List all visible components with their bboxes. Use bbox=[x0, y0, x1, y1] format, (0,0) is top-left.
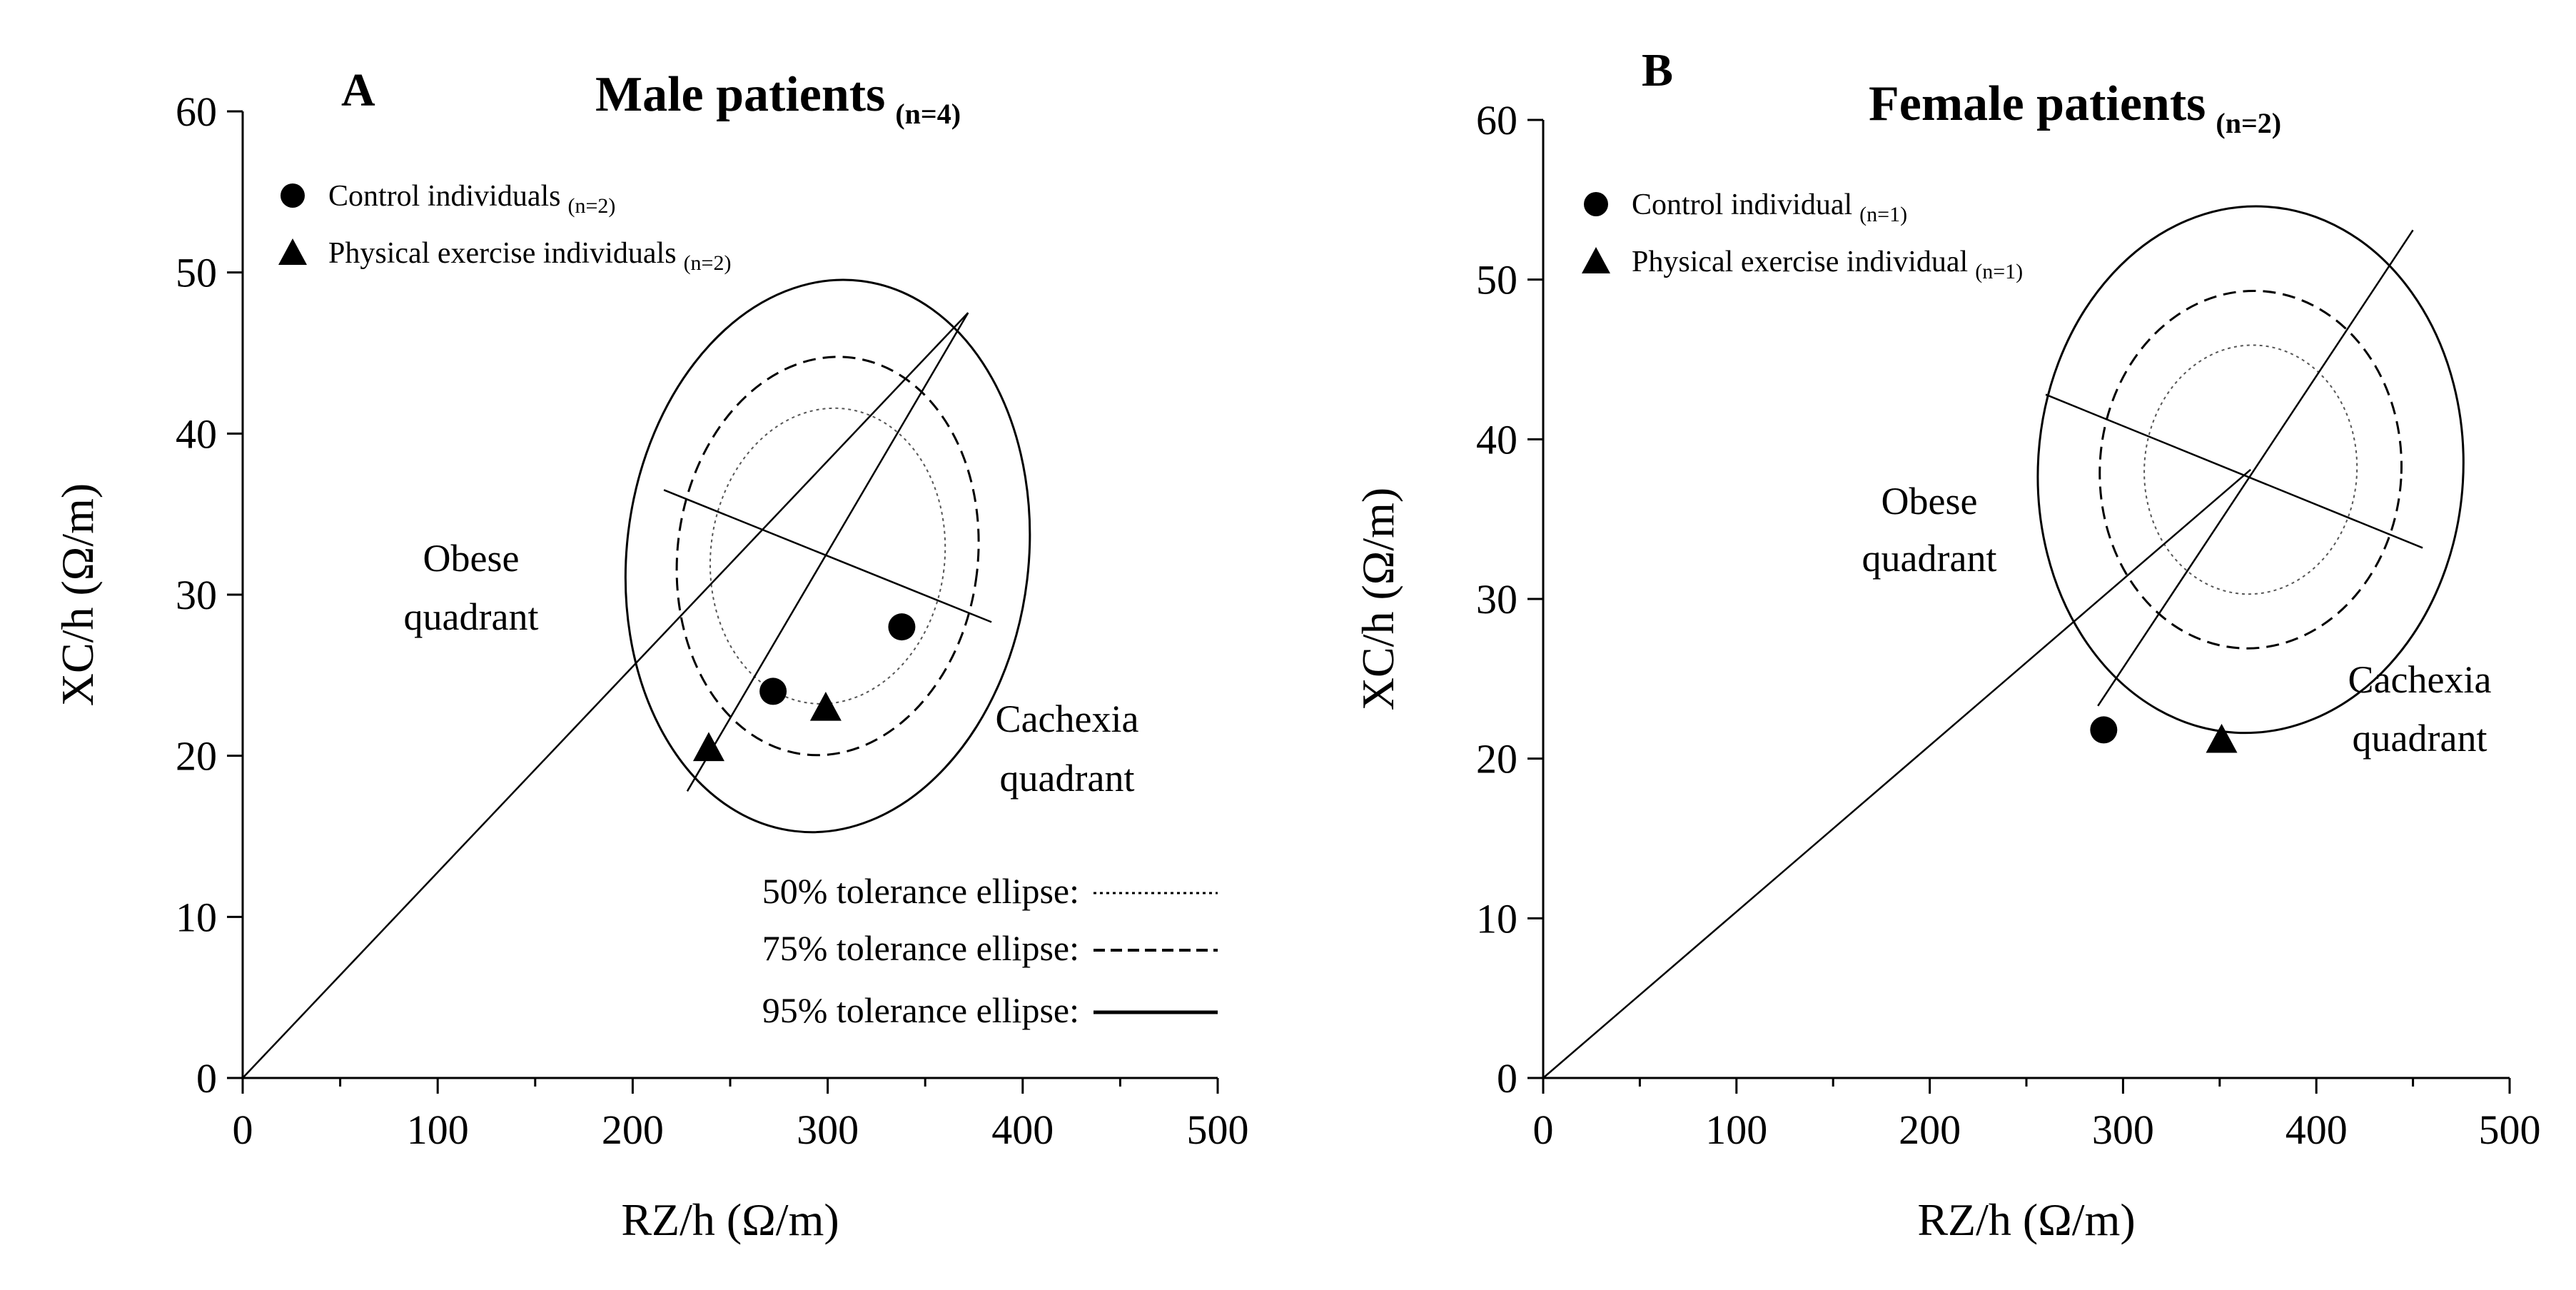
data-point-control bbox=[888, 613, 916, 641]
panel-label: B bbox=[1642, 44, 1673, 96]
y-tick-label: 0 bbox=[196, 1055, 217, 1102]
cachexia-quadrant-label: quadrant bbox=[1000, 757, 1135, 800]
minor-axis bbox=[2045, 393, 2423, 549]
y-tick-label: 0 bbox=[1497, 1055, 1517, 1102]
legend-label: Control individuals (n=2) bbox=[328, 180, 615, 218]
cachexia-quadrant-label: quadrant bbox=[2353, 717, 2487, 760]
y-tick-label: 50 bbox=[1476, 257, 1517, 303]
legend-label: Physical exercise individuals (n=2) bbox=[328, 237, 731, 275]
y-tick-label: 40 bbox=[1476, 416, 1517, 463]
legend-triangle-icon bbox=[278, 238, 307, 265]
x-axis-title: RZ/h (Ω/m) bbox=[1917, 1194, 2135, 1245]
legend-circle-icon bbox=[281, 183, 305, 208]
data-point-exercise bbox=[809, 691, 842, 721]
x-tick-label: 200 bbox=[602, 1107, 664, 1153]
y-tick-label: 10 bbox=[1476, 895, 1517, 942]
legend-circle-icon bbox=[1584, 192, 1608, 216]
chart-title-suffix: (n=4) bbox=[895, 98, 961, 130]
major-axis bbox=[686, 312, 969, 792]
cachexia-quadrant-label: Cachexia bbox=[2348, 658, 2492, 701]
origin-line bbox=[1542, 468, 2251, 1079]
legend-triangle-icon bbox=[1582, 247, 1610, 273]
x-tick-label: 200 bbox=[1899, 1107, 1961, 1153]
y-tick-label: 60 bbox=[176, 89, 217, 135]
tolerance-ellipse-75 bbox=[675, 356, 980, 757]
chart-title-suffix: (n=2) bbox=[2216, 107, 2281, 139]
y-tick-label: 20 bbox=[1476, 736, 1517, 782]
legend-label-suffix: (n=2) bbox=[568, 194, 616, 218]
x-tick-label: 300 bbox=[797, 1107, 859, 1153]
x-tick-label: 300 bbox=[2092, 1107, 2154, 1153]
chart-title: Male patients (n=4) bbox=[595, 67, 961, 130]
y-tick-label: 60 bbox=[1476, 97, 1517, 143]
obese-quadrant-label: quadrant bbox=[1862, 537, 1997, 580]
chart-title: Female patients (n=2) bbox=[1869, 76, 2281, 139]
minor-axis bbox=[663, 489, 992, 623]
tolerance-ellipse-95 bbox=[2036, 205, 2465, 735]
y-tick-label: 10 bbox=[176, 894, 217, 940]
x-tick-label: 100 bbox=[1705, 1107, 1767, 1153]
tolerance-ellipse-95 bbox=[624, 278, 1031, 834]
cachexia-quadrant-label: Cachexia bbox=[996, 697, 1139, 740]
tolerance-legend-label: 75% tolerance ellipse: bbox=[762, 928, 1079, 968]
tolerance-ellipse-50 bbox=[709, 407, 946, 705]
y-axis-title: XC/h (Ω/m) bbox=[52, 483, 103, 706]
legend-label-suffix: (n=2) bbox=[684, 251, 732, 275]
x-tick-label: 0 bbox=[233, 1107, 253, 1153]
y-tick-label: 30 bbox=[176, 572, 217, 618]
x-tick-label: 100 bbox=[407, 1107, 469, 1153]
tolerance-legend-label: 95% tolerance ellipse: bbox=[762, 990, 1079, 1030]
data-point-exercise bbox=[2206, 723, 2238, 753]
obese-quadrant-label: quadrant bbox=[404, 595, 539, 638]
origin-line bbox=[242, 312, 969, 1079]
panel-a: 0 100 200 300 400 500 0 10 20 30 40 50 60 RZ/h (Ω/m) X… bbox=[52, 64, 1249, 1245]
panel-b: 0 100 200 300 400 500 0 10 20 30 40 50 60 RZ/h (Ω/m) X… bbox=[1353, 44, 2541, 1245]
legend-label-suffix: (n=1) bbox=[1859, 203, 1907, 226]
legend-label-suffix: (n=1) bbox=[1975, 260, 2023, 283]
y-axis-title: XC/h (Ω/m) bbox=[1353, 488, 1403, 710]
y-tick-label: 20 bbox=[176, 733, 217, 780]
data-point-control bbox=[2090, 716, 2118, 744]
panel-label: A bbox=[341, 64, 375, 116]
tolerance-legend-label: 50% tolerance ellipse: bbox=[762, 871, 1079, 911]
tolerance-ellipse-50 bbox=[2143, 344, 2358, 595]
legend-label: Control individual (n=1) bbox=[1632, 188, 1907, 226]
obese-quadrant-label: Obese bbox=[423, 537, 520, 580]
tolerance-ellipse-75 bbox=[2098, 289, 2403, 650]
x-tick-label: 400 bbox=[2285, 1107, 2348, 1153]
x-tick-label: 500 bbox=[1187, 1107, 1249, 1153]
data-point-control bbox=[759, 677, 787, 705]
y-tick-label: 40 bbox=[176, 410, 217, 457]
x-tick-label: 400 bbox=[991, 1107, 1054, 1153]
legend-label: Physical exercise individual (n=1) bbox=[1632, 246, 2023, 283]
data-point-exercise bbox=[692, 732, 724, 762]
x-tick-label: 0 bbox=[1533, 1107, 1554, 1153]
x-axis-title: RZ/h (Ω/m) bbox=[621, 1194, 839, 1245]
y-tick-label: 30 bbox=[1476, 576, 1517, 623]
obese-quadrant-label: Obese bbox=[1882, 480, 1978, 523]
y-tick-label: 50 bbox=[176, 250, 217, 296]
x-tick-label: 500 bbox=[2479, 1107, 2541, 1153]
major-axis bbox=[2097, 229, 2414, 707]
